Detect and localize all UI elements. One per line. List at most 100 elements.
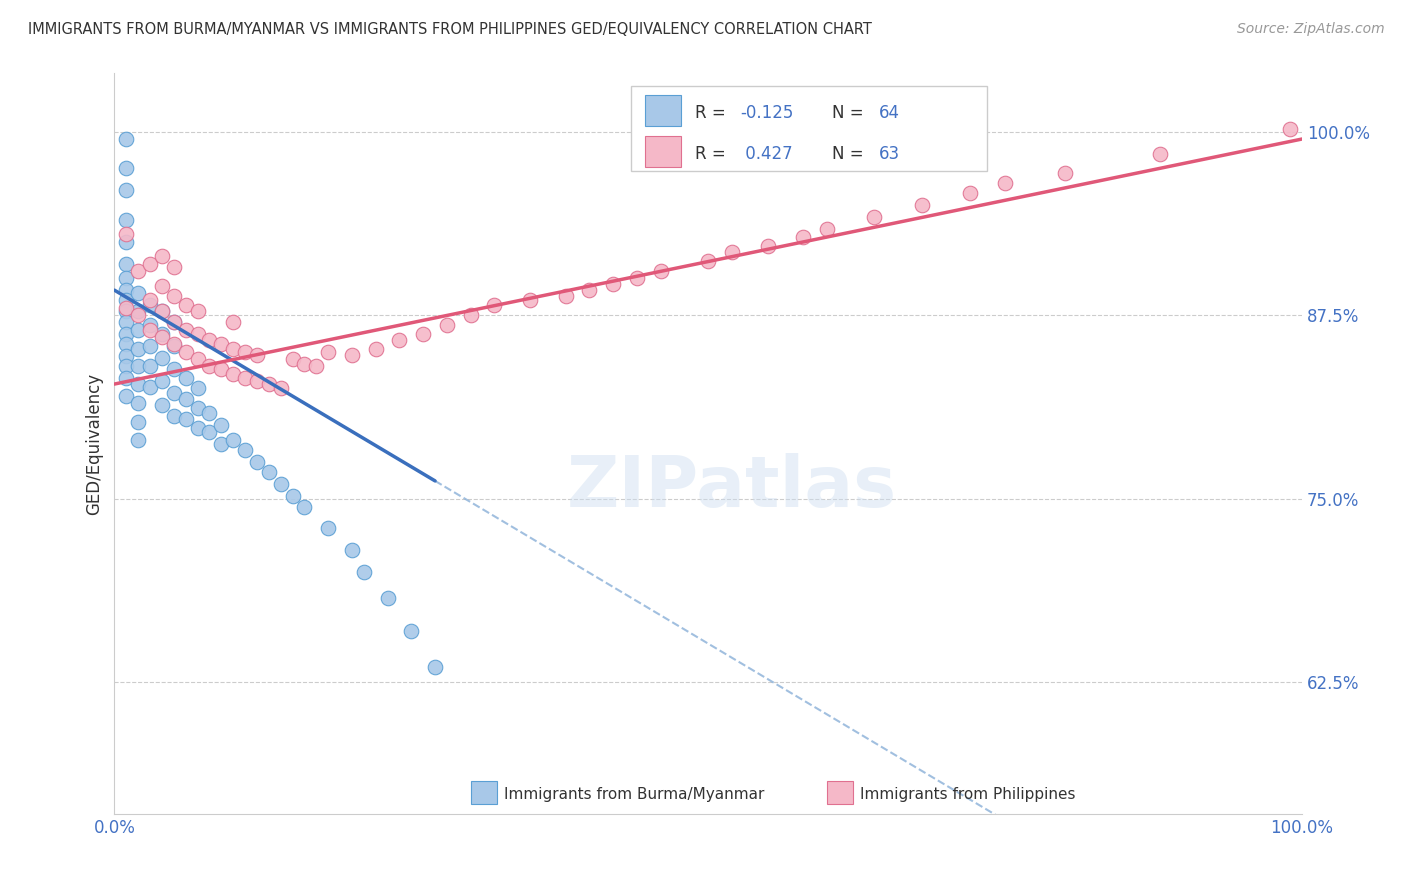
Point	[174, 412, 197, 426]
Point	[127, 264, 149, 278]
Point	[115, 359, 138, 374]
Point	[115, 257, 138, 271]
Point	[163, 385, 186, 400]
Point	[150, 374, 173, 388]
Point	[127, 359, 149, 374]
Point	[115, 371, 138, 385]
Point	[139, 323, 162, 337]
Point	[115, 303, 138, 318]
Point	[294, 357, 316, 371]
Point	[484, 298, 506, 312]
Point	[174, 344, 197, 359]
Point	[150, 278, 173, 293]
Point	[364, 342, 387, 356]
Point	[150, 398, 173, 412]
Point	[222, 315, 245, 329]
Point	[115, 283, 138, 297]
Point	[222, 367, 245, 381]
Point	[257, 377, 280, 392]
Point	[127, 415, 149, 429]
Point	[150, 303, 173, 318]
Point	[139, 380, 162, 394]
Point	[139, 293, 162, 308]
FancyBboxPatch shape	[631, 86, 987, 170]
Point	[115, 293, 138, 308]
Point	[150, 327, 173, 342]
Point	[460, 308, 482, 322]
Point	[127, 377, 149, 392]
Point	[233, 443, 256, 458]
Text: -0.125: -0.125	[741, 103, 793, 122]
Point	[163, 289, 186, 303]
Point	[270, 381, 292, 395]
Text: R =: R =	[695, 103, 731, 122]
Text: N =: N =	[832, 103, 869, 122]
Point	[115, 349, 138, 363]
Point	[150, 330, 173, 344]
Point	[401, 624, 423, 638]
Point	[127, 303, 149, 318]
Point	[756, 239, 779, 253]
Point	[174, 323, 197, 337]
Point	[815, 221, 838, 235]
Point	[115, 235, 138, 249]
Point	[163, 315, 186, 329]
Point	[519, 293, 541, 308]
Text: ZIPatlas: ZIPatlas	[567, 453, 897, 523]
Point	[198, 359, 221, 374]
Point	[163, 362, 186, 376]
Bar	[827, 781, 853, 804]
Text: Source: ZipAtlas.com: Source: ZipAtlas.com	[1237, 22, 1385, 37]
Point	[139, 359, 162, 374]
Y-axis label: GED/Equivalency: GED/Equivalency	[86, 373, 103, 515]
Point	[246, 374, 269, 388]
Point	[187, 401, 209, 415]
Point	[281, 352, 304, 367]
Point	[353, 565, 375, 579]
Point	[222, 433, 245, 447]
Point	[150, 351, 173, 365]
Point	[174, 392, 197, 406]
Point	[150, 249, 173, 263]
Point	[187, 381, 209, 395]
Point	[163, 339, 186, 353]
Point	[209, 362, 232, 376]
Point	[127, 396, 149, 410]
Point	[316, 521, 339, 535]
Point	[994, 176, 1017, 190]
Point	[340, 348, 363, 362]
Point	[115, 389, 138, 403]
Point	[139, 318, 162, 333]
Point	[115, 301, 138, 315]
Point	[127, 286, 149, 301]
Point	[139, 339, 162, 353]
Point	[281, 489, 304, 503]
Point	[127, 323, 149, 337]
Point	[115, 212, 138, 227]
Point	[316, 344, 339, 359]
Point	[115, 161, 138, 176]
Point	[959, 186, 981, 201]
Point	[115, 337, 138, 351]
Point	[626, 271, 648, 285]
Point	[1149, 146, 1171, 161]
Point	[127, 433, 149, 447]
Point	[578, 283, 600, 297]
Point	[115, 271, 138, 285]
Point	[233, 344, 256, 359]
Text: Immigrants from Burma/Myanmar: Immigrants from Burma/Myanmar	[503, 788, 765, 802]
Bar	[645, 95, 681, 126]
Point	[721, 245, 744, 260]
Point	[209, 437, 232, 451]
Text: 63: 63	[879, 145, 900, 162]
Text: R =: R =	[695, 145, 731, 162]
Point	[187, 327, 209, 342]
Point	[554, 289, 576, 303]
Point	[163, 337, 186, 351]
Point	[127, 342, 149, 356]
Point	[163, 409, 186, 424]
Point	[222, 342, 245, 356]
Bar	[471, 781, 496, 804]
Point	[187, 421, 209, 435]
Point	[115, 227, 138, 242]
